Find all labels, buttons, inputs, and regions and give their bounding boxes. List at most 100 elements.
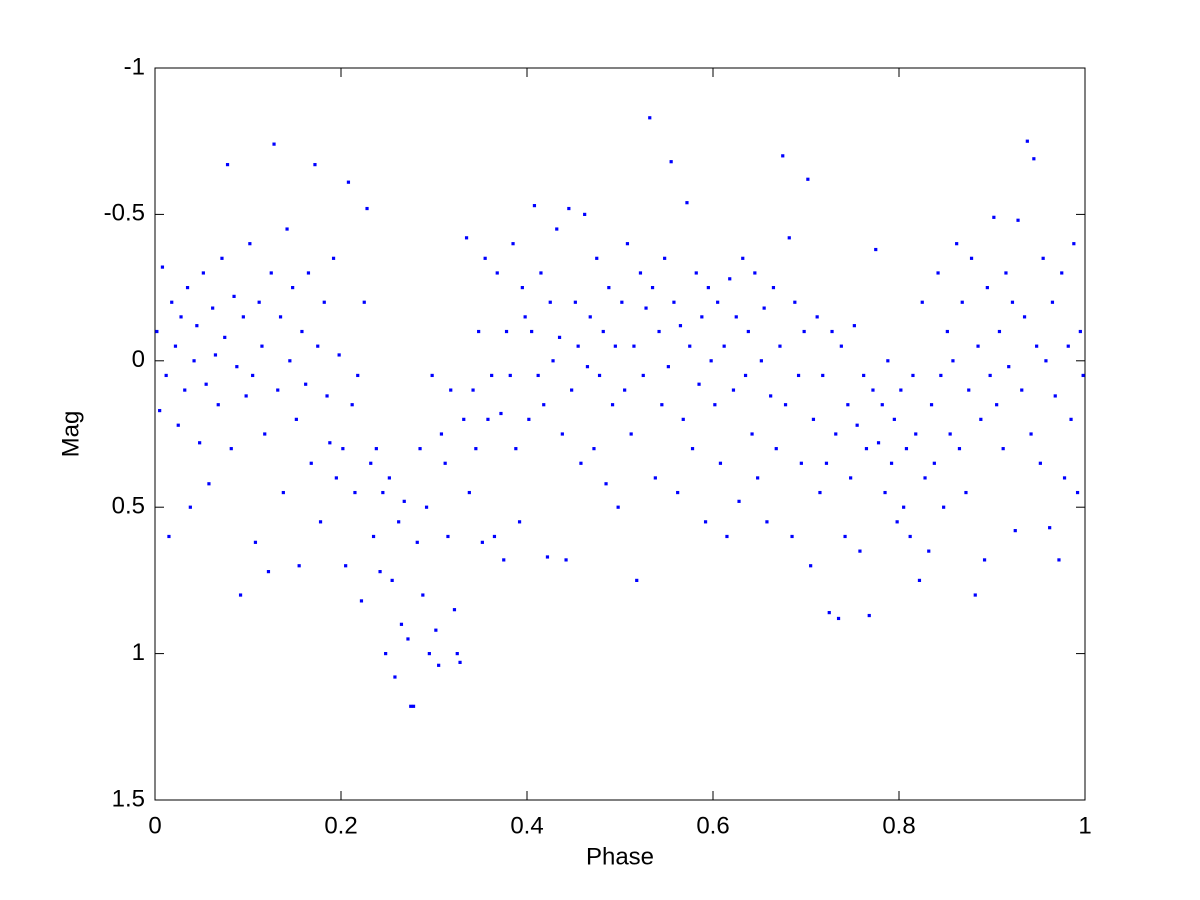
point xyxy=(969,256,974,260)
y-tick-label: 0 xyxy=(132,346,145,373)
point xyxy=(313,163,317,167)
point xyxy=(936,271,940,275)
point xyxy=(709,359,713,363)
point xyxy=(650,286,655,290)
point xyxy=(806,177,810,181)
point xyxy=(955,242,959,246)
point xyxy=(663,256,667,260)
point xyxy=(555,227,559,231)
point xyxy=(223,335,227,339)
point xyxy=(904,447,909,451)
y-tick-label: -0.5 xyxy=(104,200,145,227)
point xyxy=(334,476,338,480)
point xyxy=(411,704,416,708)
point xyxy=(716,300,720,304)
point xyxy=(1057,558,1061,562)
point xyxy=(1062,476,1067,480)
point xyxy=(291,286,295,290)
point xyxy=(300,329,304,334)
point xyxy=(225,163,230,167)
point xyxy=(722,344,726,348)
point xyxy=(641,373,645,378)
point xyxy=(201,271,205,275)
point xyxy=(644,306,648,310)
point xyxy=(694,271,698,275)
point xyxy=(229,447,233,451)
x-tick-label: 0 xyxy=(148,812,161,839)
point xyxy=(306,271,311,275)
point xyxy=(799,461,803,465)
point xyxy=(908,534,912,539)
point xyxy=(827,611,831,615)
point xyxy=(325,394,329,398)
point xyxy=(1029,432,1033,436)
point xyxy=(502,558,506,562)
point xyxy=(251,373,255,378)
x-axis-label: Phase xyxy=(586,843,654,870)
point xyxy=(520,286,524,290)
point xyxy=(1053,394,1057,398)
point xyxy=(213,353,218,357)
point xyxy=(997,329,1002,334)
point xyxy=(939,373,943,378)
point xyxy=(462,417,466,421)
y-tick-label: 0.5 xyxy=(112,493,145,520)
point xyxy=(285,227,289,231)
point xyxy=(536,373,540,378)
point xyxy=(573,300,577,304)
point xyxy=(824,461,829,465)
point xyxy=(830,329,834,334)
point xyxy=(471,388,475,392)
point xyxy=(458,660,462,664)
point xyxy=(241,315,245,319)
point xyxy=(167,534,171,539)
point xyxy=(248,242,252,246)
point xyxy=(899,388,903,392)
point xyxy=(477,329,481,334)
point xyxy=(418,447,422,451)
point xyxy=(158,408,162,413)
point xyxy=(499,411,503,416)
point xyxy=(1081,373,1085,378)
point xyxy=(638,271,643,275)
point xyxy=(669,160,673,164)
point xyxy=(350,403,354,407)
point xyxy=(207,482,211,486)
point xyxy=(198,441,202,445)
point xyxy=(244,394,248,398)
point xyxy=(762,306,766,310)
point xyxy=(629,432,633,436)
point xyxy=(718,461,723,465)
point xyxy=(155,329,159,334)
point xyxy=(635,578,639,582)
point xyxy=(759,359,763,363)
point xyxy=(523,315,527,319)
point xyxy=(337,353,341,357)
point xyxy=(539,271,543,275)
point xyxy=(576,344,580,348)
point xyxy=(331,256,336,260)
point xyxy=(688,344,692,348)
point xyxy=(834,432,838,436)
point xyxy=(672,300,676,304)
point xyxy=(588,315,592,319)
point xyxy=(188,505,192,509)
point xyxy=(771,286,776,290)
point xyxy=(781,154,785,158)
point xyxy=(464,236,469,240)
point xyxy=(871,388,875,392)
point xyxy=(1075,490,1080,495)
point xyxy=(753,271,757,275)
point xyxy=(620,300,624,304)
point xyxy=(895,520,899,524)
point xyxy=(511,242,515,246)
point xyxy=(527,417,531,421)
point xyxy=(474,447,478,451)
point xyxy=(486,417,490,421)
point xyxy=(1004,271,1008,275)
point xyxy=(356,373,360,378)
point xyxy=(409,704,413,708)
point xyxy=(613,344,617,348)
point xyxy=(560,432,564,436)
